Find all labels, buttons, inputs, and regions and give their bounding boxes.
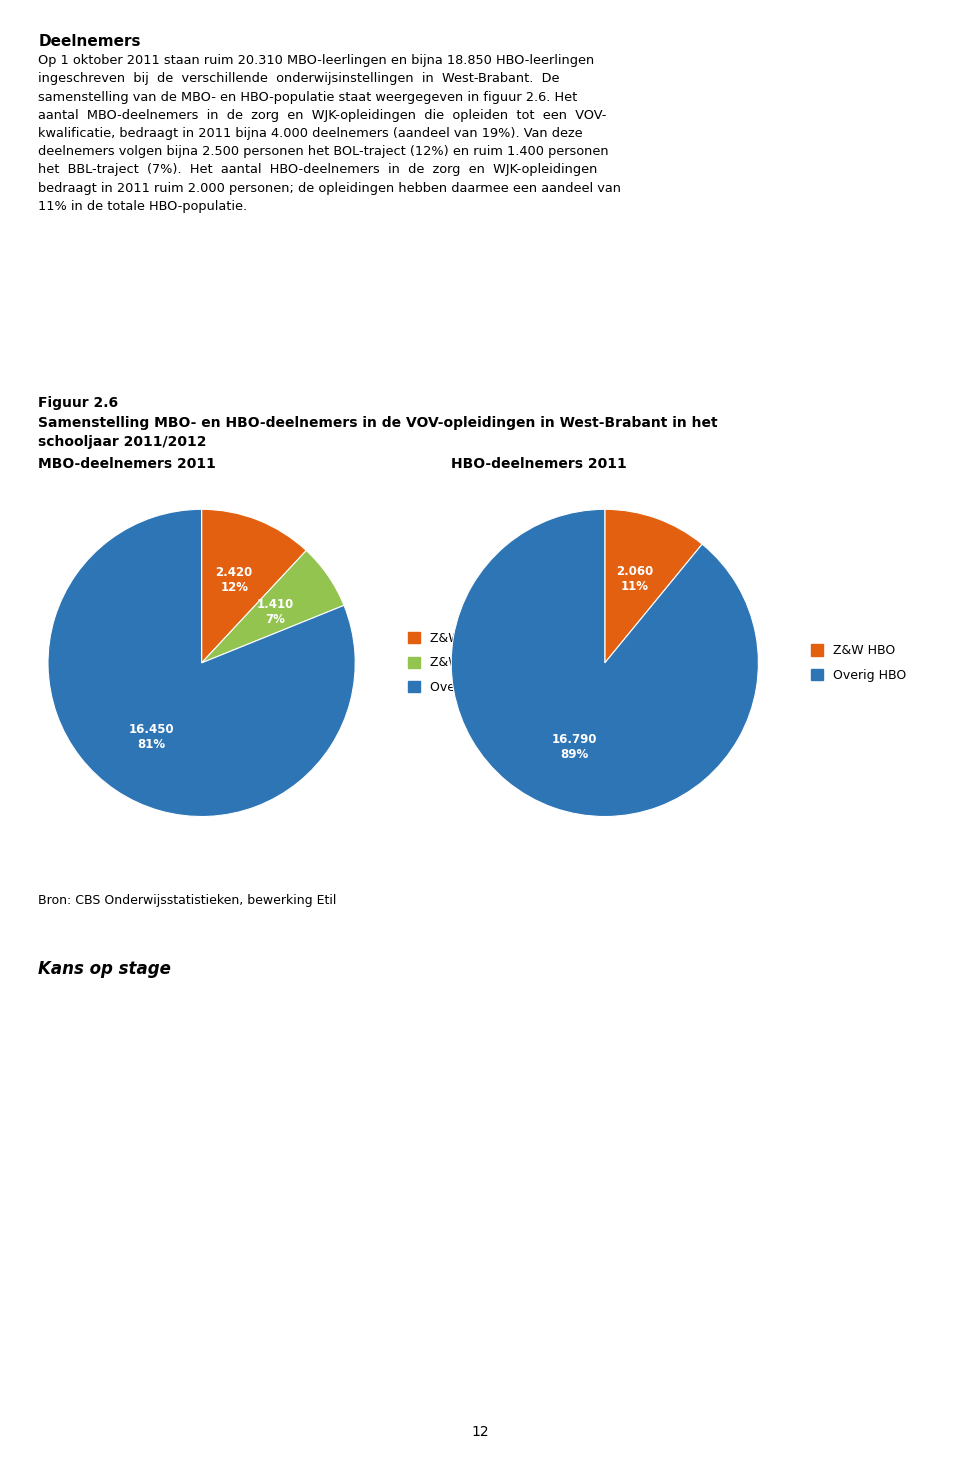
Text: 16.450
81%: 16.450 81% <box>129 722 175 750</box>
Legend: Z&W BOL, Z&W BBL, Overig MBO: Z&W BOL, Z&W BBL, Overig MBO <box>408 633 505 693</box>
Wedge shape <box>202 551 344 662</box>
Wedge shape <box>451 510 758 816</box>
Text: 1.410
7%: 1.410 7% <box>256 598 294 627</box>
Text: Deelnemers: Deelnemers <box>38 34 141 48</box>
Text: HBO-deelnemers 2011: HBO-deelnemers 2011 <box>451 457 627 472</box>
Wedge shape <box>48 510 355 816</box>
Legend: Z&W HBO, Overig HBO: Z&W HBO, Overig HBO <box>811 645 906 681</box>
Wedge shape <box>605 510 702 662</box>
Text: Op 1 oktober 2011 staan ruim 20.310 MBO-leerlingen en bijna 18.850 HBO-leerlinge: Op 1 oktober 2011 staan ruim 20.310 MBO-… <box>38 54 621 212</box>
Text: MBO-deelnemers 2011: MBO-deelnemers 2011 <box>38 457 216 472</box>
Text: Figuur 2.6: Figuur 2.6 <box>38 396 118 410</box>
Text: Bron: CBS Onderwijsstatistieken, bewerking Etil: Bron: CBS Onderwijsstatistieken, bewerki… <box>38 894 337 907</box>
Text: Kans op stage: Kans op stage <box>38 960 171 977</box>
Text: schooljaar 2011/2012: schooljaar 2011/2012 <box>38 435 207 450</box>
Text: 2.060
11%: 2.060 11% <box>616 565 654 593</box>
Text: 12: 12 <box>471 1424 489 1439</box>
Text: 2.420
12%: 2.420 12% <box>216 565 252 593</box>
Text: Samenstelling MBO- en HBO-deelnemers in de VOV-opleidingen in West-Brabant in he: Samenstelling MBO- en HBO-deelnemers in … <box>38 416 718 431</box>
Wedge shape <box>202 510 306 662</box>
Text: 16.790
89%: 16.790 89% <box>552 732 597 760</box>
